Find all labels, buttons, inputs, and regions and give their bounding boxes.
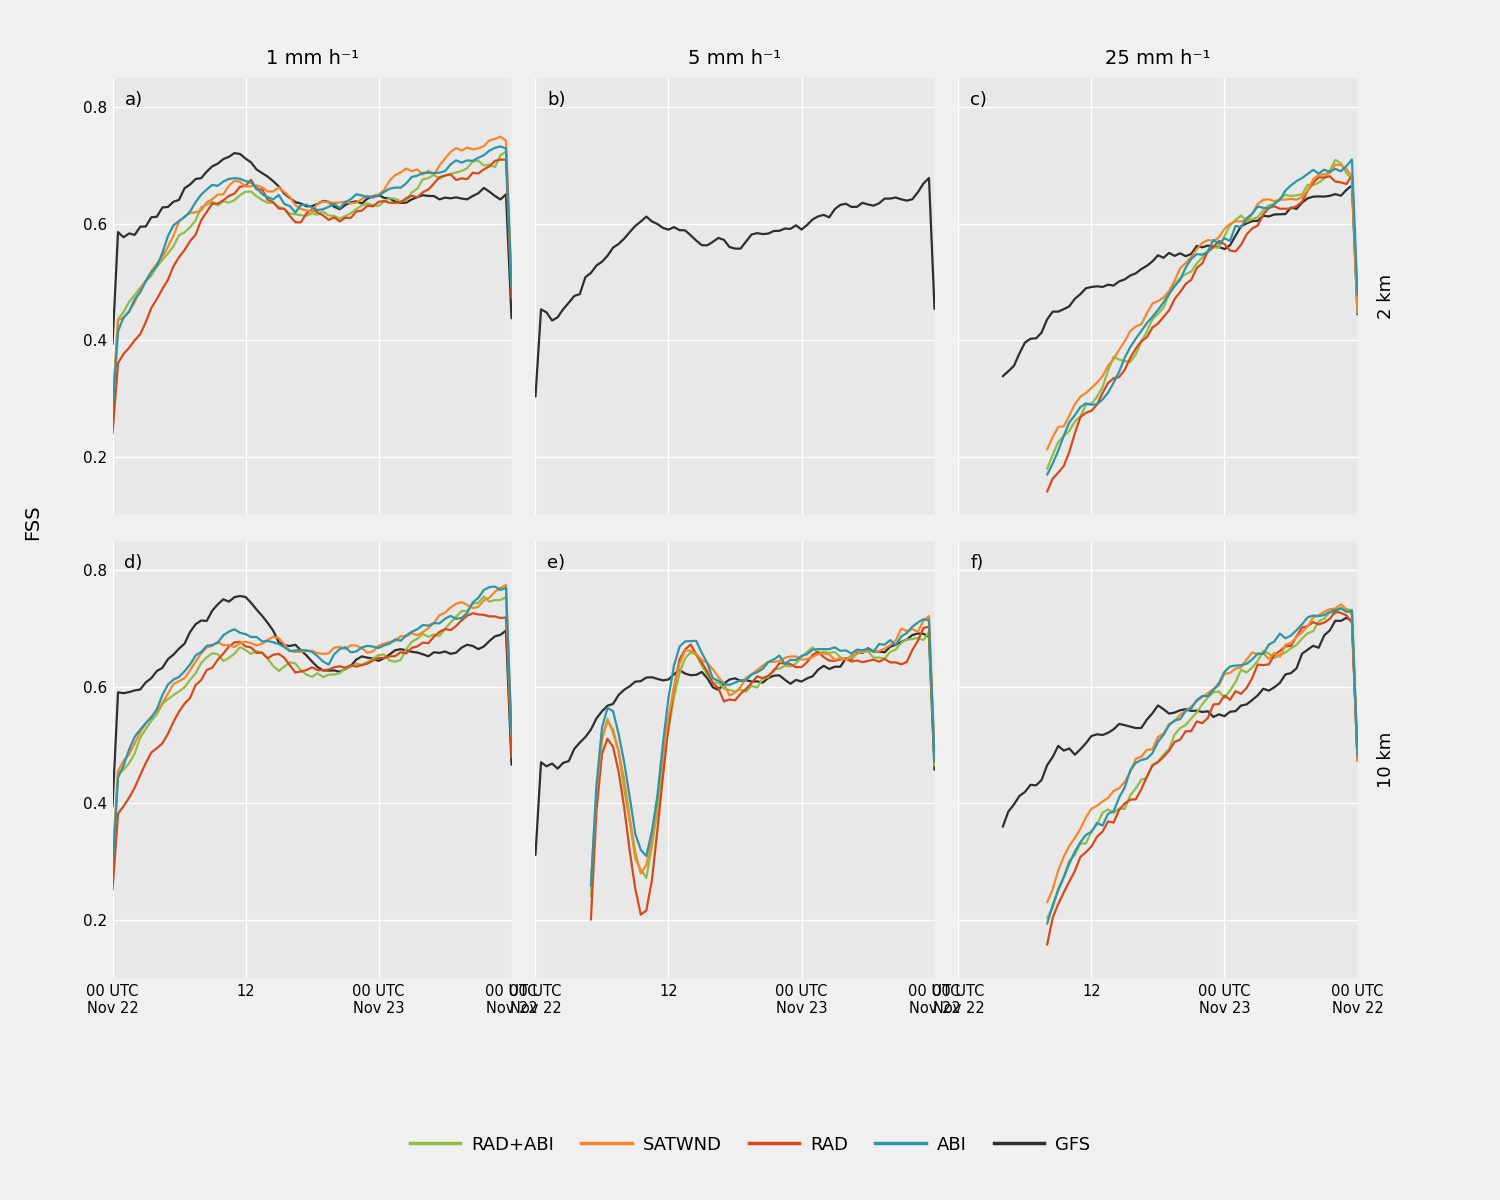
Text: c): c) xyxy=(970,91,987,109)
Legend: RAD+ABI, SATWND, RAD, ABI, GFS: RAD+ABI, SATWND, RAD, ABI, GFS xyxy=(402,1128,1098,1160)
Title: 1 mm h⁻¹: 1 mm h⁻¹ xyxy=(266,49,358,68)
Text: e): e) xyxy=(548,554,566,572)
Text: FSS: FSS xyxy=(24,504,42,540)
Text: d): d) xyxy=(124,554,142,572)
Title: 25 mm h⁻¹: 25 mm h⁻¹ xyxy=(1106,49,1210,68)
Title: 5 mm h⁻¹: 5 mm h⁻¹ xyxy=(688,49,782,68)
Text: f): f) xyxy=(970,554,984,572)
Text: b): b) xyxy=(548,91,566,109)
Text: 10 km: 10 km xyxy=(1377,732,1395,787)
Text: a): a) xyxy=(124,91,142,109)
Text: 2 km: 2 km xyxy=(1377,274,1395,319)
